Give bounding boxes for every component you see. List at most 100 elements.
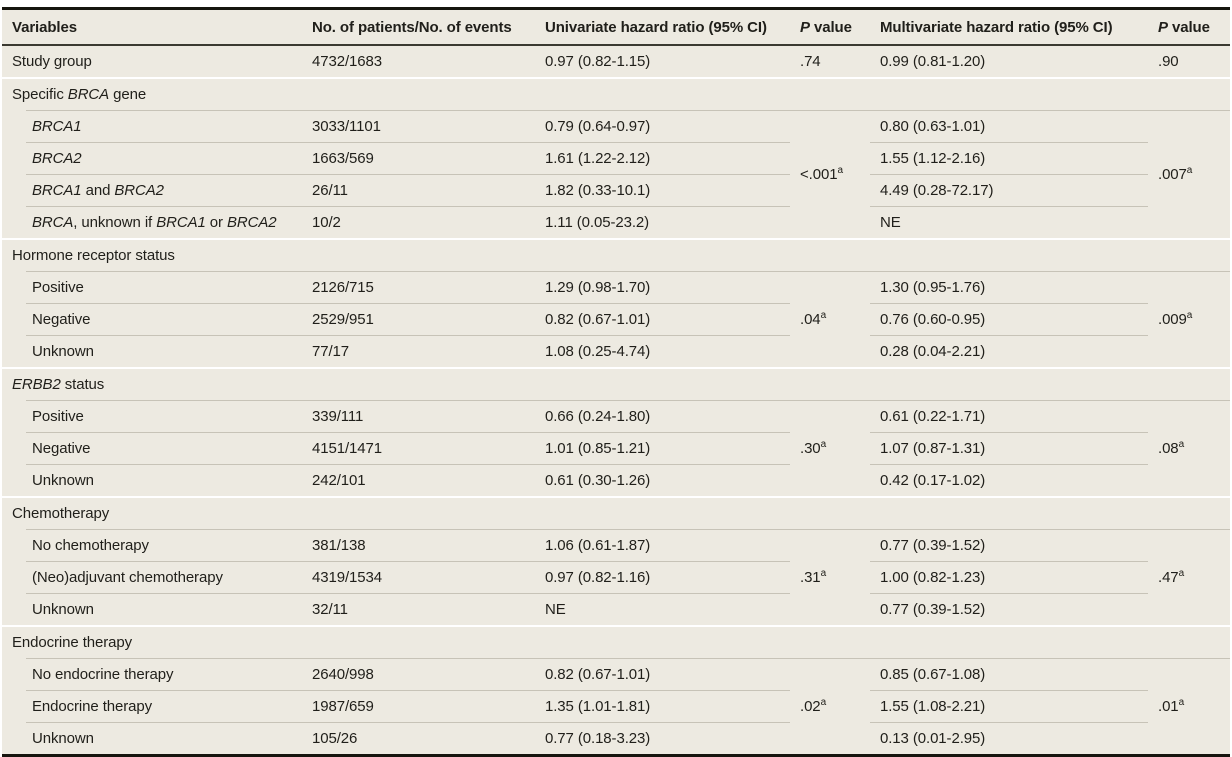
cell-univariate-hr: 1.08 (0.25-4.74) (535, 335, 790, 369)
cell-univariate-hr: 1.01 (0.85-1.21) (535, 432, 790, 465)
cell-multivariate-hr: 0.76 (0.60-0.95) (870, 303, 1148, 336)
column-header-patients-events: No. of patients/No. of events (302, 8, 535, 46)
cell-univariate-p: .31a (790, 529, 870, 627)
table-row: Negative 2529/951 0.82 (0.67-1.01) 0.76 (0.… (2, 303, 1230, 336)
cell-patients-events: 10/2 (302, 206, 535, 240)
cell-multivariate-hr: 0.28 (0.04-2.21) (870, 335, 1148, 369)
cell-patients-events: 3033/1101 (302, 110, 535, 143)
cell-multivariate-hr: 0.85 (0.67-1.08) (870, 658, 1148, 691)
cell-multivariate-hr: 0.80 (0.63-1.01) (870, 110, 1148, 143)
cell-patients-events: 1987/659 (302, 690, 535, 723)
column-header-multivariate-hr: Multivariate hazard ratio (95% CI) (870, 8, 1148, 46)
cell-multivariate-hr: 1.55 (1.08-2.21) (870, 690, 1148, 723)
cell-variable: BRCA1 and BRCA2 (2, 174, 302, 207)
cell-variable: No chemotherapy (2, 529, 302, 562)
cell-univariate-hr: 1.06 (0.61-1.87) (535, 529, 790, 562)
table-header: Variables No. of patients/No. of events Un… (2, 8, 1230, 46)
cell-patients-events: 105/26 (312, 730, 358, 747)
cell-univariate-p: <.001a (790, 110, 870, 240)
cell-univariate-p: .74 (790, 45, 870, 79)
cell-patients-events: 2126/715 (302, 271, 535, 304)
section-header-spacer-patients-events (302, 368, 535, 401)
cell-univariate-hr: NE (535, 593, 790, 627)
section-header-spacer-univariate-p (790, 78, 870, 111)
cell-variable: Endocrine therapy (2, 690, 302, 723)
cell-variable: BRCA2 (2, 142, 302, 175)
cell-patients-events: 32/11 (302, 593, 535, 627)
cell-multivariate-hr: 1.55 (1.12-2.16) (870, 142, 1148, 175)
cell-patients-events: 4732/1683 (302, 45, 535, 79)
table-row: No chemotherapy 381/138 1.06 (0.61-1.87) .3… (2, 529, 1230, 627)
cell-multivariate-hr: 1.30 (0.95-1.76) (870, 271, 1148, 304)
cell-univariate-hr: 1.29 (0.98-1.70) (535, 271, 790, 304)
cell-variable: Positive (2, 400, 302, 433)
cell-patients-events: 4151/1471 (302, 432, 535, 465)
cell-univariate-hr: 0.97 (0.82-1.16) (535, 561, 790, 594)
cell-univariate-p: .04a (790, 271, 870, 369)
table-row: BRCA, unknown if BRCA1 or BRCA2 10/2 1.11 … (2, 206, 1230, 240)
cell-multivariate-p: .47a (1148, 529, 1230, 627)
table-row: Unknown 105/26 0.77 (0.18-3.23) 0.13 (0.01-… (2, 723, 1230, 756)
cell-patients-events: 2640/998 (302, 658, 535, 691)
table-row: (Neo)adjuvant chemotherapy 4319/1534 0.97 … (2, 561, 1230, 594)
section-header-label: Hormone receptor status (2, 239, 302, 272)
cell-patients-events: 381/138 (302, 529, 535, 562)
cell-multivariate-hr: 0.77 (0.39-1.52) (870, 529, 1148, 562)
table-row: Unknown 32/11 NE 0.77 (0.39-1.52) (2, 593, 1230, 627)
cell-univariate-hr: 1.61 (1.22-2.12) (535, 142, 790, 175)
cell-univariate-hr: 1.11 (0.05-23.2) (535, 206, 790, 240)
cell-patients-events: 2529/951 (302, 303, 535, 336)
cell-multivariate-hr: 0.77 (0.39-1.52) (870, 593, 1148, 627)
section-header-spacer-univariate-p (790, 368, 870, 401)
cell-variable: Unknown (2, 335, 302, 369)
cell-multivariate-hr: 0.99 (0.81-1.20) (870, 45, 1148, 79)
table-row: Negative 4151/1471 1.01 (0.85-1.21) 1.07 (0… (2, 432, 1230, 465)
section-header-spacer-multivariate-p (1148, 368, 1230, 401)
cell-multivariate-p: .009a (1148, 271, 1230, 369)
cell-multivariate-hr: 0.61 (0.22-1.71) (870, 400, 1148, 433)
table-row: Study group 4732/1683 0.97 (0.82-1.15) .74 0… (2, 45, 1230, 79)
cell-multivariate-hr: 4.49 (0.28-72.17) (870, 174, 1148, 207)
section-header-spacer-patients-events (302, 626, 535, 659)
section-header-spacer-multivariate-p (1148, 239, 1230, 272)
cell-variable: Positive (2, 271, 302, 304)
column-header-multivariate-p: P value (1148, 8, 1230, 46)
cell-univariate-hr: 1.35 (1.01-1.81) (535, 690, 790, 723)
column-header-variables: Variables (2, 8, 302, 46)
table-row: Positive 2126/715 1.29 (0.98-1.70) .04a 1.30… (2, 271, 1230, 369)
section-header-spacer-univariate-p (790, 497, 870, 530)
section-header-label: Specific BRCA gene (2, 78, 302, 111)
cell-patients-events: 77/17 (302, 335, 535, 369)
cell-variable: Unknown (2, 593, 302, 627)
section-header-spacer-patients-events (302, 239, 535, 272)
cell-patients-events: 26/11 (302, 174, 535, 207)
cell-variable: BRCA1 (2, 110, 302, 143)
cell-univariate-hr: 0.97 (0.82-1.15) (535, 45, 790, 79)
section-header-spacer-patients-events (302, 497, 535, 530)
section-header-spacer-multivariate-hr (870, 626, 1148, 659)
cell-univariate-hr: 0.66 (0.24-1.80) (535, 400, 790, 433)
section-header-spacer-multivariate-hr (870, 497, 1148, 530)
cell-variable: Negative (2, 432, 302, 465)
section-header-spacer-univariate-p (790, 239, 870, 272)
cell-univariate-hr: 1.82 (0.33-10.1) (535, 174, 790, 207)
header-row: Variables No. of patients/No. of events Un… (2, 8, 1230, 46)
section-header-row: Hormone receptor status (2, 239, 1230, 272)
cell-univariate-hr: 0.82 (0.67-1.01) (535, 303, 790, 336)
table-row: Unknown 77/17 1.08 (0.25-4.74) 0.28 (0.04-2… (2, 335, 1230, 369)
column-header-univariate-p: P value (790, 8, 870, 46)
section-header-row: ERBB2 status (2, 368, 1230, 401)
cell-variable: Unknown (2, 464, 302, 498)
section-header-label: ERBB2 status (2, 368, 302, 401)
table-row: BRCA1 3033/1101 0.79 (0.64-0.97) <.001a 0.80… (2, 110, 1230, 240)
section-header-spacer-multivariate-hr (870, 368, 1148, 401)
cell-variable: No endocrine therapy (2, 658, 302, 691)
section-header-label: Chemotherapy (2, 497, 302, 530)
section-header-spacer-univariate-p (790, 626, 870, 659)
cell-patients-events: 1663/569 (302, 142, 535, 175)
table-row: Unknown 242/101 0.61 (0.30-1.26) 0.42 (0.17… (2, 464, 1230, 498)
hazard-ratio-table: Variables No. of patients/No. of events Un… (2, 7, 1230, 757)
table-row: No endocrine therapy 2640/998 0.82 (0.67-1… (2, 658, 1230, 715)
cell-multivariate-hr: 0.42 (0.17-1.02) (870, 464, 1148, 498)
cell-variable: Negative (2, 303, 302, 336)
